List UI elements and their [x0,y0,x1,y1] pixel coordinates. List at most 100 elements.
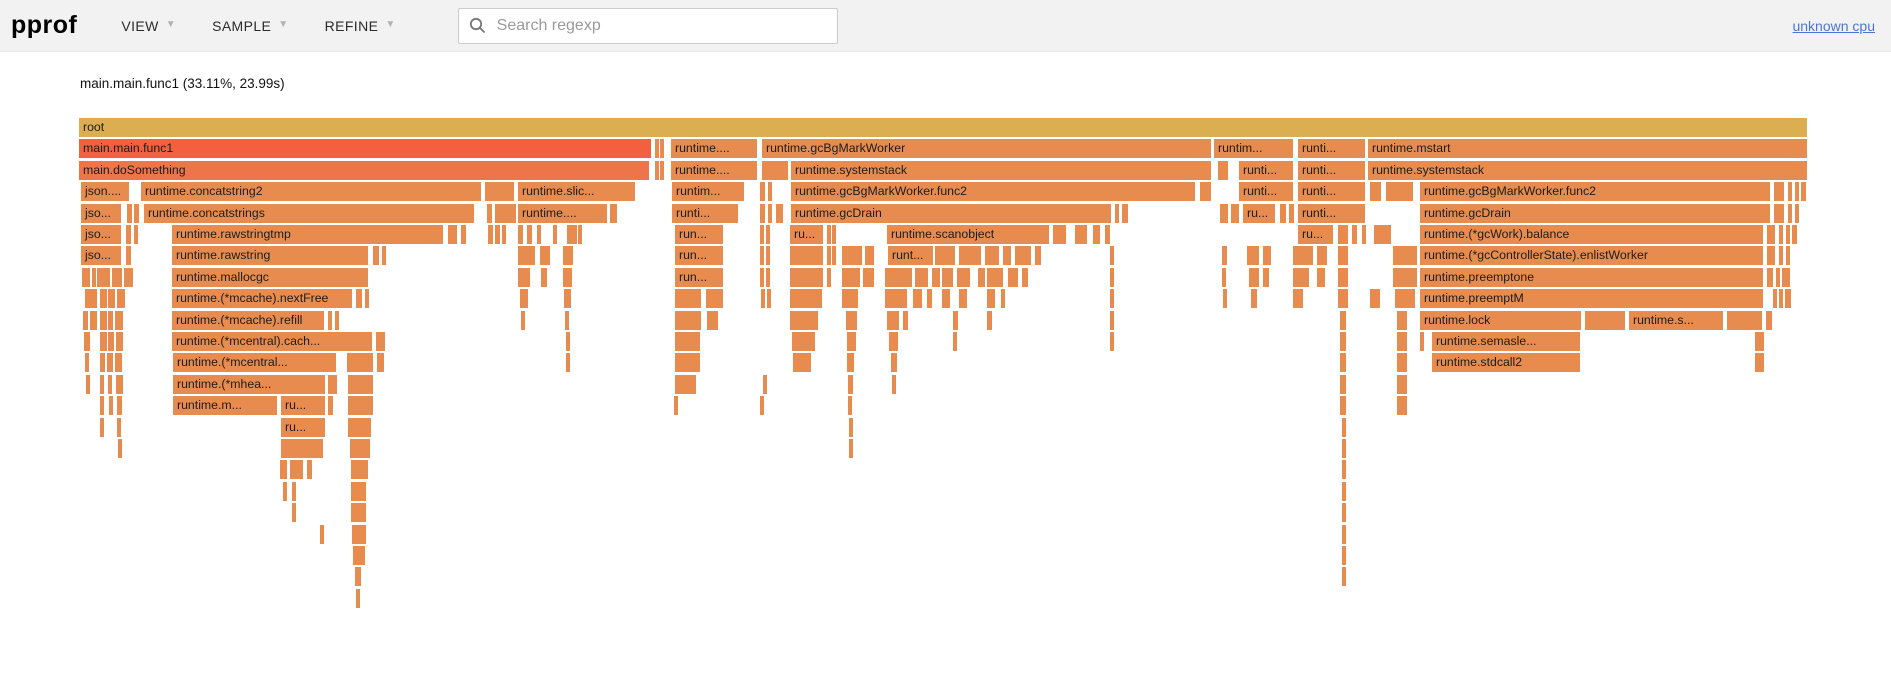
flame-node-runtim[interactable]: runtim... [672,182,744,202]
flame-node[interactable] [1779,225,1783,244]
flame-node-runti[interactable]: runti... [1298,160,1365,180]
flame-node[interactable] [1397,332,1407,351]
flame-node[interactable] [1774,182,1784,202]
flame-node[interactable] [351,503,366,523]
flame-node[interactable] [290,460,303,480]
flame-node[interactable] [1374,225,1391,244]
flame-node[interactable] [763,374,767,394]
flame-node[interactable] [1075,225,1087,244]
flame-node[interactable] [109,396,113,416]
flame-node[interactable] [913,289,922,309]
flame-node-runtime-gcdrain[interactable]: runtime.gcDrain [1420,203,1770,223]
flame-node[interactable] [117,289,125,309]
flame-node[interactable] [1222,246,1227,266]
flame-node-json[interactable]: json.... [81,182,129,202]
flame-node[interactable] [842,267,860,287]
flame-node[interactable] [848,396,852,416]
flame-node[interactable] [849,439,853,458]
flame-node[interactable] [660,139,664,159]
flame-node[interactable] [1352,225,1357,244]
flame-node[interactable] [348,374,373,394]
flame-node[interactable] [1338,267,1348,287]
flame-node[interactable] [563,267,572,287]
flame-node[interactable] [1022,267,1028,287]
flame-node-runtime-m[interactable]: runtime.m... [173,396,277,416]
flame-node[interactable] [1397,396,1407,416]
flame-node[interactable] [891,353,897,373]
flame-node[interactable] [827,246,831,266]
flame-node[interactable] [1362,225,1366,244]
search-input[interactable] [494,15,827,36]
flame-node[interactable] [566,353,570,373]
flame-node-runtime-gcbgmarkworker-func2[interactable]: runtime.gcBgMarkWorker.func2 [791,182,1195,202]
flame-node[interactable] [1755,332,1764,351]
flame-node[interactable] [832,246,836,266]
flame-node-runtime-gcwork-balance[interactable]: runtime.(*gcWork).balance [1420,225,1763,244]
flame-node[interactable] [1767,225,1775,244]
flame-node[interactable] [116,374,123,394]
flame-node[interactable] [328,310,332,330]
flame-node[interactable] [1779,246,1783,266]
flame-node-ru[interactable]: ru... [1298,225,1333,244]
flame-node[interactable] [1785,289,1791,309]
flame-node[interactable] [1122,203,1128,223]
flame-node[interactable] [767,289,771,309]
flame-node-runtime-scanobject[interactable]: runtime.scanobject [887,225,1049,244]
flame-node[interactable] [118,439,122,458]
flame-node[interactable] [1342,460,1346,480]
flame-node[interactable] [108,374,112,394]
flame-node[interactable] [578,225,582,244]
flame-node[interactable] [373,246,379,266]
flame-node[interactable] [1773,289,1777,309]
flame-node[interactable] [1200,182,1211,202]
flame-node-runtime-preemptm[interactable]: runtime.preemptM [1420,289,1763,309]
flame-node[interactable] [1782,267,1790,287]
flame-node[interactable] [564,289,571,309]
menu-view[interactable]: VIEW ▼ [121,18,176,34]
flame-node[interactable] [85,353,89,373]
flame-node[interactable] [610,203,617,223]
flame-node[interactable] [283,481,287,501]
flame-node-run[interactable]: run... [675,267,723,287]
flame-node[interactable] [335,310,339,330]
flame-node[interactable] [108,310,113,330]
flame-node[interactable] [1795,182,1799,202]
flame-node[interactable] [1340,374,1346,394]
flame-node[interactable] [932,267,940,287]
flame-node-ru[interactable]: ru... [281,417,325,437]
flame-node[interactable] [112,267,122,287]
flame-node-jso[interactable]: jso... [81,246,121,266]
flame-node-runtime-lock[interactable]: runtime.lock [1420,310,1581,330]
flame-node[interactable] [707,310,718,330]
flame-node[interactable] [100,332,107,351]
flame-node[interactable] [107,353,113,373]
flame-node[interactable] [351,460,368,480]
flame-node[interactable] [83,310,88,330]
flame-node[interactable] [348,417,371,437]
flame-node[interactable] [1008,267,1018,287]
flame-node-runtime-gcbgmarkworker[interactable]: runtime.gcBgMarkWorker [762,139,1211,159]
flame-node-runti[interactable]: runti... [1298,203,1365,223]
flame-node[interactable] [760,246,764,266]
flame-node[interactable] [108,289,115,309]
flame-node-runtime-gccontrollerstate-enlistworker[interactable]: runtime.(*gcControllerState).enlistWorke… [1420,246,1763,266]
flame-node[interactable] [540,246,550,266]
flame-node[interactable] [1220,203,1228,223]
flame-node[interactable] [1115,203,1119,223]
flame-node[interactable] [328,396,333,416]
flame-node[interactable] [100,289,107,309]
flame-node[interactable] [760,225,764,244]
flame-node[interactable] [1035,246,1041,266]
flame-node[interactable] [842,246,862,266]
flame-node[interactable] [942,289,950,309]
flame-node[interactable] [92,267,96,287]
flame-node[interactable] [116,332,123,351]
flame-node[interactable] [1317,267,1325,287]
flame-node[interactable] [1342,524,1346,544]
flame-node[interactable] [97,267,110,287]
flame-node-ru[interactable]: ru... [790,225,823,244]
flame-node[interactable] [127,203,132,223]
flame-node[interactable] [1015,246,1031,266]
flame-node[interactable] [766,267,770,287]
flame-node[interactable] [563,246,573,266]
